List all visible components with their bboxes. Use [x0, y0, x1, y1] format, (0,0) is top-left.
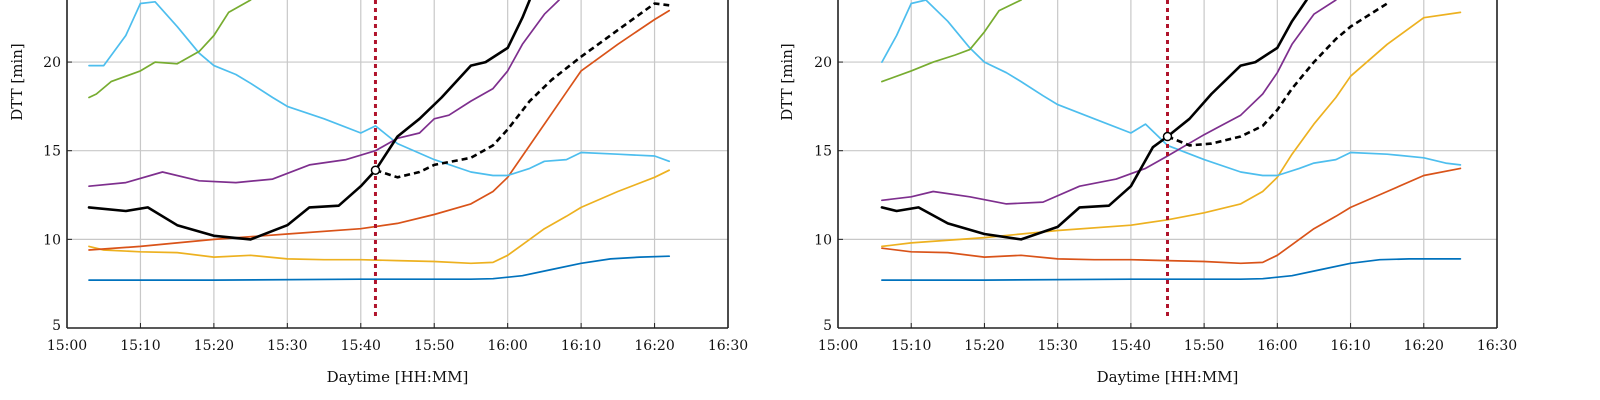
x-tick-label: 15:10 [891, 338, 931, 354]
y-tick-label: 15 [43, 144, 61, 160]
y-axis-label: DTT [min] [778, 43, 796, 120]
series-line-purple [88, 0, 560, 188]
x-axis-label: Daytime [HH:MM] [327, 368, 469, 386]
chart-panel-1: 15:00 15:10 15:20 15:30 15:40 15:50 16:00 16:10… [8, 0, 748, 386]
series-line-orange [88, 9, 671, 251]
series-line-green [881, 0, 1022, 83]
series-line-blue [881, 258, 1462, 281]
series-line-black [880, 0, 1308, 241]
x-tick-label: 16:10 [1330, 338, 1370, 354]
x-axis-label: Daytime [HH:MM] [1097, 368, 1239, 386]
series-group [880, 0, 1462, 281]
x-tick-label: 15:00 [818, 338, 858, 354]
y-tick-label: 5 [823, 318, 832, 334]
series-line-purple [881, 0, 1337, 205]
x-tick-label: 16:00 [1257, 338, 1297, 354]
y-tick-label: 20 [814, 55, 832, 71]
x-tick-label: 15:00 [47, 338, 87, 354]
current-time-marker [370, 165, 381, 175]
series-line-yellow [88, 169, 671, 265]
y-tick-label: 15 [814, 144, 832, 160]
series-line-black-dashed [1167, 2, 1388, 147]
x-tick-label: 16:20 [634, 338, 674, 354]
series-group [87, 0, 671, 281]
x-tick-label: 15:10 [120, 338, 160, 354]
series-line-black-dashed [375, 2, 670, 179]
x-tick-label: 15:30 [267, 338, 307, 354]
x-tick-label: 15:50 [414, 338, 454, 354]
x-tick-label: 16:30 [708, 338, 748, 354]
x-tick-label: 16:30 [1477, 338, 1517, 354]
series-line-lightblue [881, 0, 1462, 177]
x-tick-label: 15:40 [1111, 338, 1151, 354]
x-tick-label: 15:20 [194, 338, 234, 354]
x-tick-label: 15:50 [1184, 338, 1224, 354]
x-tick-label: 15:40 [341, 338, 381, 354]
x-tick-label: 16:10 [561, 338, 601, 354]
series-line-green [88, 0, 252, 99]
y-tick-label: 10 [43, 232, 61, 248]
y-tick-label: 10 [814, 232, 832, 248]
y-tick-label: 5 [52, 318, 61, 334]
current-time-marker [1162, 131, 1173, 142]
series-line-lightblue [88, 0, 671, 177]
y-axis-label: DTT [min] [8, 43, 26, 120]
x-tick-label: 15:20 [964, 338, 1004, 354]
x-tick-label: 16:00 [487, 338, 527, 354]
x-tick-label: 16:20 [1404, 338, 1444, 354]
series-line-yellow [881, 11, 1462, 248]
chart-panel-2: 15:00 15:10 15:20 15:30 15:40 15:50 16:00 16:10… [778, 0, 1517, 386]
series-line-orange [881, 167, 1462, 265]
x-tick-label: 15:30 [1037, 338, 1077, 354]
y-tick-label: 20 [43, 55, 61, 71]
series-line-black [87, 0, 532, 241]
series-line-blue [88, 255, 671, 281]
